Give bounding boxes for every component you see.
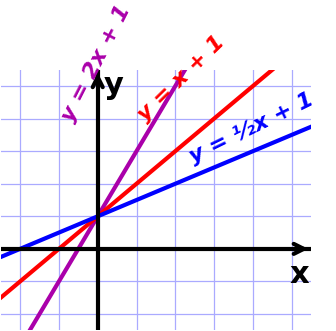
Text: y: y bbox=[103, 71, 123, 100]
Text: y = ½x + 1: y = ½x + 1 bbox=[186, 90, 317, 167]
Text: x: x bbox=[290, 260, 309, 289]
Text: y = x + 1: y = x + 1 bbox=[134, 32, 228, 125]
Text: y = 2x + 1: y = 2x + 1 bbox=[58, 2, 135, 125]
